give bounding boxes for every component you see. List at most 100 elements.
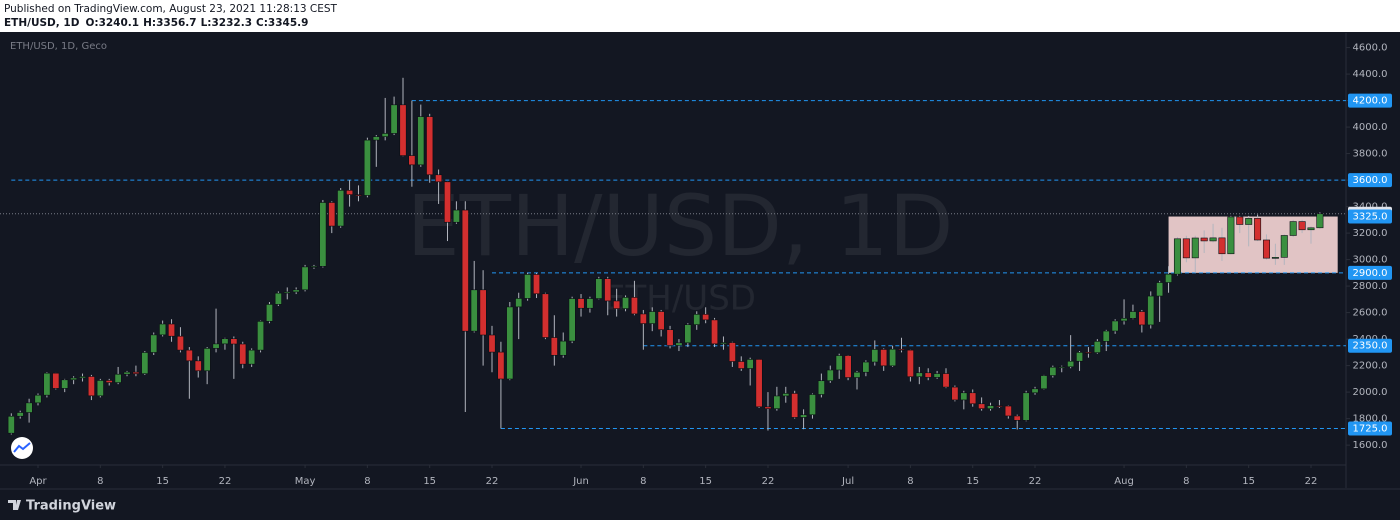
candle-body xyxy=(390,104,398,134)
candle-body xyxy=(960,392,968,401)
candle-body xyxy=(1093,341,1101,353)
candle-body xyxy=(292,289,300,293)
zone-label: 3325.0 xyxy=(1353,212,1388,223)
level-label: 2900.0 xyxy=(1353,268,1388,279)
watermark-sub: ETH/USD xyxy=(604,279,756,319)
level-label-box xyxy=(1348,93,1392,108)
candle-body xyxy=(764,406,772,409)
level-label: 4200.0 xyxy=(1353,96,1388,107)
candle-body xyxy=(497,351,505,380)
candle-body xyxy=(595,278,603,299)
candle-body xyxy=(426,116,434,176)
candle-body xyxy=(248,349,256,365)
candle-body xyxy=(808,394,816,416)
candle-body xyxy=(96,380,104,397)
candle-body xyxy=(693,314,701,325)
x-tick-label: 15 xyxy=(423,476,436,487)
candle-body xyxy=(1280,235,1288,258)
candle-body xyxy=(87,376,95,397)
candle-body xyxy=(1111,320,1119,332)
candle-body xyxy=(141,352,149,374)
candle-body xyxy=(1209,237,1217,242)
candle-body xyxy=(221,338,229,345)
y-tick-label: 3000.0 xyxy=(1353,255,1388,266)
candle-body xyxy=(1138,311,1146,326)
candle-body xyxy=(79,376,87,379)
candle-body xyxy=(1236,216,1244,225)
candle-body xyxy=(159,323,167,336)
chart-background xyxy=(0,33,1400,520)
x-tick-label: Jun xyxy=(572,476,589,487)
candle-body xyxy=(995,405,1003,407)
candle-body xyxy=(978,403,986,409)
candle-body xyxy=(728,342,736,362)
candle-body xyxy=(1182,238,1190,259)
candle-body xyxy=(550,337,558,356)
candle-body xyxy=(506,306,514,380)
candle-body xyxy=(541,293,549,338)
published-note: Published on TradingView.com, August 23,… xyxy=(4,3,338,15)
y-tick-label: 2800.0 xyxy=(1353,281,1388,292)
footer-logo xyxy=(8,500,21,510)
candle-body xyxy=(1262,239,1270,259)
candle-body xyxy=(1004,405,1012,417)
candle-body xyxy=(1058,366,1066,369)
candle-body xyxy=(381,133,389,137)
candle-body xyxy=(800,414,808,418)
level-label-box xyxy=(1348,421,1392,436)
level-label-box xyxy=(1348,265,1392,280)
candle-body xyxy=(933,373,941,378)
brand-name: TradingView xyxy=(26,499,116,514)
y-tick-label: 3800.0 xyxy=(1353,149,1388,160)
candle-body xyxy=(230,338,238,345)
candle-body xyxy=(443,181,451,223)
candle-body xyxy=(265,304,273,322)
candle-body xyxy=(515,298,523,308)
candle-body xyxy=(257,321,265,351)
candle-body xyxy=(1218,237,1226,255)
candle-body xyxy=(168,323,176,337)
candle-body xyxy=(791,393,799,418)
candle-body xyxy=(1049,366,1057,376)
candle-body xyxy=(61,379,69,389)
candle-body xyxy=(1200,237,1208,242)
candle-body xyxy=(524,274,532,299)
candle-body xyxy=(34,394,42,404)
candle-body xyxy=(942,373,950,388)
watermark: ETH/USD, 1D xyxy=(407,177,954,275)
x-tick-label: 15 xyxy=(966,476,979,487)
candle-body xyxy=(1022,392,1030,421)
candle-body xyxy=(622,297,630,309)
candle-body xyxy=(16,412,24,417)
candle-body xyxy=(283,291,291,294)
ohlc-value: H:3356.7 xyxy=(143,17,197,29)
x-tick-label: May xyxy=(295,476,316,487)
candle-body xyxy=(889,348,897,367)
candle-body xyxy=(782,393,790,397)
candle-body xyxy=(1031,388,1039,394)
candle-body xyxy=(408,155,416,166)
logo-mark xyxy=(13,442,31,453)
zone-label-box xyxy=(1348,209,1392,224)
candle-body xyxy=(1102,330,1110,342)
ohlc-value: L:3232.3 xyxy=(201,17,252,29)
candle-body xyxy=(1129,311,1137,319)
candle-body xyxy=(1191,237,1199,259)
ohlc-legend: O:3240.1 H:3356.7 L:3232.3 C:3345.9 xyxy=(85,17,308,29)
candle-body xyxy=(399,104,407,156)
candle-body xyxy=(924,372,932,378)
candle-body xyxy=(773,395,781,409)
x-tick-label: 15 xyxy=(1242,476,1255,487)
candle-body xyxy=(835,355,843,371)
candle-body xyxy=(452,209,460,223)
candle-body xyxy=(132,371,140,374)
x-tick-label: 8 xyxy=(364,476,370,487)
candle-body xyxy=(897,348,905,351)
header-background xyxy=(0,0,1400,32)
y-tick-label: 3200.0 xyxy=(1353,228,1388,239)
candle-body xyxy=(1067,360,1075,368)
candle-body xyxy=(826,369,834,382)
x-tick-label: Jul xyxy=(841,476,854,487)
